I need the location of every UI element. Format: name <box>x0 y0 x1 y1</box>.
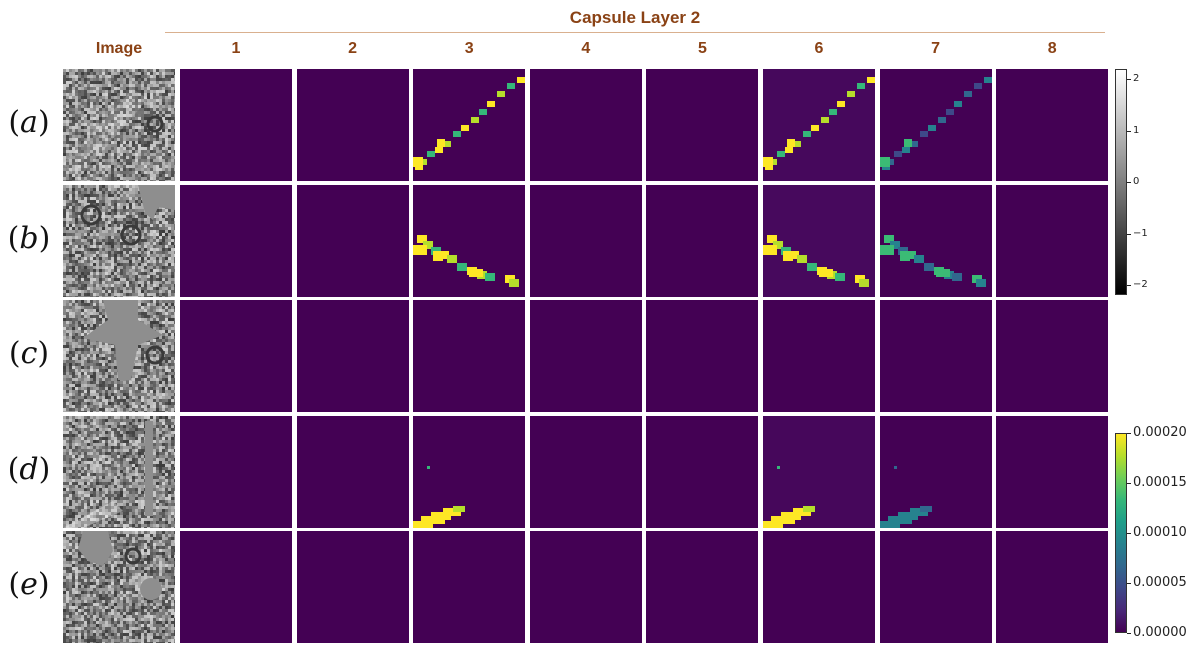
activation-map-d-capsule-1 <box>180 415 292 528</box>
column-header-capsule-4: 4 <box>581 40 591 57</box>
activation-map-e-capsule-1 <box>180 531 292 643</box>
activation-map-e-capsule-4 <box>529 531 642 643</box>
grayscale-tick-label: −2 <box>1133 279 1148 290</box>
input-image-e <box>63 531 175 643</box>
activation-map-c-capsule-3 <box>413 300 526 412</box>
input-image-a <box>63 69 175 181</box>
activation-map-e-capsule-7 <box>879 531 992 643</box>
activation-map-c-capsule-8 <box>996 300 1109 412</box>
activation-map-b-capsule-6 <box>763 184 875 297</box>
column-header-capsule-2: 2 <box>348 40 358 57</box>
activation-map-e-capsule-8 <box>996 531 1109 643</box>
activation-map-c-capsule-5 <box>646 300 759 412</box>
activation-map-c-capsule-4 <box>529 300 642 412</box>
grayscale-tick-label: 2 <box>1133 73 1140 84</box>
row-label-e: (e) <box>8 567 50 602</box>
activation-map-b-capsule-1 <box>180 184 292 297</box>
figure-title: Capsule Layer 2 <box>569 8 701 27</box>
viridis-tick-label: 0.00005 <box>1133 575 1187 590</box>
title-underline <box>165 32 1105 33</box>
row-label-a: (a) <box>8 105 50 140</box>
row-label-b: (b) <box>7 220 51 256</box>
column-header-capsule-3: 3 <box>464 40 474 57</box>
grayscale-tick-label: 0 <box>1133 176 1140 187</box>
activation-map-a-capsule-6 <box>763 69 875 181</box>
activation-map-c-capsule-6 <box>763 300 875 412</box>
column-header-capsule-8: 8 <box>1047 40 1057 57</box>
viridis-tick-label: 0.00015 <box>1133 475 1187 490</box>
column-header-capsule-6: 6 <box>814 40 824 57</box>
activation-map-a-capsule-1 <box>180 69 292 181</box>
viridis-tick-label: 0.00000 <box>1133 625 1187 640</box>
activation-map-d-capsule-7 <box>879 415 992 528</box>
activation-map-a-capsule-2 <box>296 69 409 181</box>
input-image-c <box>63 300 175 412</box>
activation-map-c-capsule-7 <box>879 300 992 412</box>
input-image-d <box>63 415 175 528</box>
activation-map-e-capsule-6 <box>763 531 875 643</box>
activation-map-b-capsule-2 <box>296 184 409 297</box>
activation-map-b-capsule-8 <box>996 184 1109 297</box>
viridis-tick-mark <box>1127 533 1131 534</box>
activation-map-e-capsule-5 <box>646 531 759 643</box>
activation-map-d-capsule-5 <box>646 415 759 528</box>
activation-map-a-capsule-7 <box>879 69 992 181</box>
column-header-capsule-7: 7 <box>931 40 941 57</box>
grayscale-tick-label: −1 <box>1133 227 1148 239</box>
activation-map-a-capsule-3 <box>413 69 526 181</box>
row-label-d: (d) <box>7 451 51 487</box>
grayscale-tick-mark <box>1127 285 1131 286</box>
activation-map-a-capsule-8 <box>996 69 1109 181</box>
activation-map-d-capsule-3 <box>413 415 526 528</box>
activation-map-b-capsule-5 <box>646 184 759 297</box>
row-label-c: (c) <box>8 336 50 371</box>
viridis-tick-mark <box>1127 583 1131 584</box>
viridis-tick-mark <box>1127 633 1131 634</box>
column-header-image: Image <box>95 40 143 57</box>
input-image-b <box>63 184 175 297</box>
activation-map-b-capsule-3 <box>413 184 526 297</box>
viridis-tick-mark <box>1127 483 1131 484</box>
activation-map-e-capsule-3 <box>413 531 526 643</box>
activation-map-b-capsule-4 <box>529 184 642 297</box>
activation-map-d-capsule-6 <box>763 415 875 528</box>
activation-map-d-capsule-2 <box>296 415 409 528</box>
activation-map-e-capsule-2 <box>296 531 409 643</box>
viridis-tick-mark <box>1127 433 1131 434</box>
column-header-capsule-5: 5 <box>697 40 707 57</box>
grayscale-tick-mark <box>1127 182 1131 183</box>
grayscale-tick-mark <box>1127 79 1131 80</box>
viridis-tick-label: 0.00020 <box>1133 425 1187 440</box>
activation-map-c-capsule-1 <box>180 300 292 412</box>
activation-map-d-capsule-8 <box>996 415 1109 528</box>
grayscale-colorbar <box>1115 69 1127 295</box>
viridis-tick-label: 0.00010 <box>1133 525 1187 540</box>
activation-map-a-capsule-4 <box>529 69 642 181</box>
viridis-colorbar <box>1115 433 1127 633</box>
grayscale-tick-label: 1 <box>1133 124 1140 136</box>
activation-map-b-capsule-7 <box>879 184 992 297</box>
grayscale-tick-mark <box>1127 233 1131 235</box>
activation-map-a-capsule-5 <box>646 69 759 181</box>
activation-map-c-capsule-2 <box>296 300 409 412</box>
column-header-capsule-1: 1 <box>231 40 241 57</box>
activation-map-d-capsule-4 <box>529 415 642 528</box>
grayscale-tick-mark <box>1127 130 1131 132</box>
